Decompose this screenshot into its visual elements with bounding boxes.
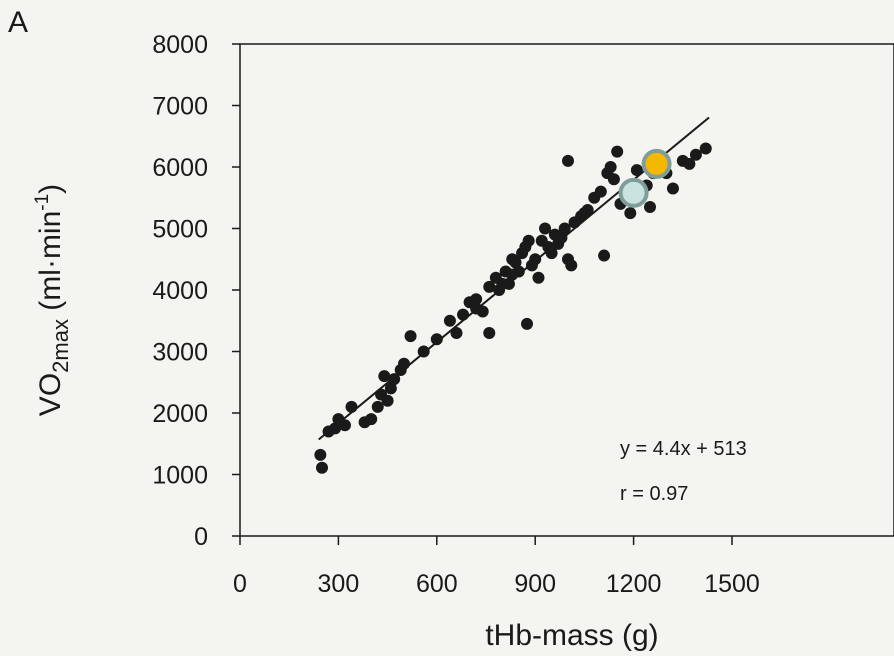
- y-tick-label: 2000: [152, 400, 208, 428]
- panel-label: A: [8, 6, 28, 39]
- data-point: [398, 357, 410, 370]
- data-point: [578, 207, 591, 220]
- y-tick-label: 1000: [152, 462, 208, 490]
- y-axis: 0 1000 2000 3000 4000 5000 6000 7000 8000: [152, 31, 240, 551]
- data-point: [329, 422, 342, 435]
- data-point: [450, 327, 463, 340]
- data-point: [594, 185, 607, 198]
- x-tick-label: 300: [318, 570, 360, 598]
- data-point: [539, 222, 552, 235]
- data-point: [496, 277, 509, 290]
- y-axis-title-close: ): [34, 184, 67, 194]
- correlation-coefficient: r = 0.97: [620, 483, 688, 505]
- data-point: [483, 280, 496, 293]
- data-point: [558, 222, 571, 235]
- data-point: [522, 234, 535, 247]
- y-tick-label: 4000: [152, 277, 208, 305]
- data-point: [338, 419, 351, 432]
- y-axis-title-superscript: -1: [32, 194, 53, 211]
- data-point: [430, 333, 443, 346]
- x-tick-label: 0: [233, 570, 247, 598]
- data-point: [384, 382, 397, 395]
- y-axis-title-units: (ml·min: [34, 211, 67, 319]
- data-point: [666, 182, 679, 195]
- data-point: [470, 293, 483, 306]
- data-point: [624, 207, 637, 220]
- data-point: [699, 142, 712, 155]
- data-points: [314, 142, 712, 474]
- y-axis-title: VO2max (ml·min-1): [32, 184, 73, 416]
- y-axis-title-main: VO: [34, 373, 67, 416]
- data-point: [417, 345, 430, 358]
- x-axis-title: tHb-mass (g): [485, 619, 658, 652]
- x-tick-label: 1500: [704, 570, 760, 598]
- data-point: [604, 161, 617, 173]
- data-point: [644, 200, 656, 213]
- data-point: [521, 317, 533, 330]
- data-point: [483, 327, 496, 340]
- data-point: [630, 164, 643, 177]
- highlighted-points: [618, 148, 672, 208]
- data-point: [365, 413, 378, 426]
- highlighted-point: [618, 177, 649, 208]
- data-point: [443, 314, 456, 327]
- highlighted-point: [641, 148, 672, 179]
- data-point: [404, 330, 417, 343]
- y-tick-label: 8000: [152, 31, 208, 59]
- y-tick-label: 6000: [152, 154, 208, 182]
- data-point: [607, 173, 620, 186]
- data-point: [562, 154, 574, 167]
- y-tick-label: 3000: [152, 339, 208, 367]
- data-point: [555, 231, 568, 244]
- data-point: [457, 308, 470, 321]
- y-tick-label: 7000: [152, 93, 208, 121]
- data-point: [378, 370, 391, 383]
- data-point: [532, 271, 545, 284]
- y-axis-title-subscript: 2max: [48, 319, 73, 373]
- data-point: [509, 256, 522, 269]
- data-point: [371, 400, 384, 413]
- data-point: [565, 259, 578, 272]
- data-point: [381, 394, 394, 407]
- regression-equation: y = 4.4x + 513: [620, 438, 747, 460]
- data-point: [314, 448, 327, 461]
- data-point: [683, 157, 696, 170]
- data-point: [598, 249, 611, 262]
- data-point: [529, 253, 542, 266]
- x-tick-label: 1200: [606, 570, 662, 598]
- x-axis: 0 300 600 900 1200 1500: [233, 536, 760, 598]
- data-point: [506, 268, 519, 281]
- data-point: [611, 145, 624, 158]
- x-tick-label: 900: [514, 570, 556, 598]
- y-tick-label: 0: [194, 523, 208, 551]
- data-point: [345, 400, 358, 413]
- x-tick-label: 600: [416, 570, 458, 598]
- data-point: [689, 148, 702, 161]
- data-point: [388, 373, 401, 386]
- y-tick-label: 5000: [152, 216, 208, 244]
- data-point: [545, 247, 558, 260]
- data-point: [476, 305, 489, 318]
- data-point: [316, 461, 328, 474]
